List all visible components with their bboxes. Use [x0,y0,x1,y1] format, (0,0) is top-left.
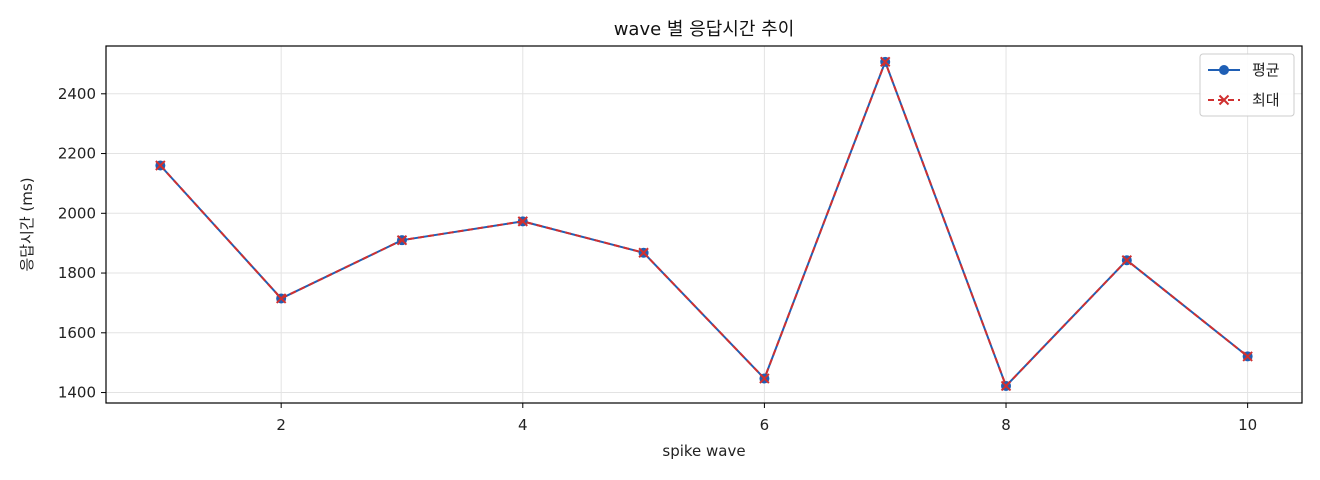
y-tick-label: 1600 [58,324,96,342]
grid [106,46,1302,403]
x-tick-label: 4 [518,416,528,434]
legend-label: 최대 [1252,91,1280,109]
legend-marker [1218,94,1230,106]
legend-entry: 최대 [1208,91,1280,109]
y-tick-label: 2000 [58,204,96,222]
data-point [638,247,649,258]
legend-label: 평균 [1252,61,1280,79]
y-axis-label: 응답시간 (ms) [18,177,36,271]
legend-marker [1219,65,1229,75]
y-tick-label: 1400 [58,384,96,402]
data-point [275,293,287,304]
data-point [155,160,166,171]
series-1 [155,56,1253,391]
axes-ticks: 2 4 6 8 10 1400 1600 1800 2000 2200 2400 [58,85,1257,434]
legend-entry: 평균 [1208,61,1280,79]
data-point [1242,351,1253,362]
data-point [880,56,891,68]
plot-frame [105,45,1303,404]
series-line [159,60,1249,387]
x-tick-label: 8 [1001,416,1011,434]
data-point [1000,380,1012,392]
series-line [159,60,1249,387]
data-point [396,234,408,246]
x-tick-label: 2 [276,416,286,434]
data-point [759,373,770,384]
data-point [517,216,528,227]
series-2 [155,56,1253,392]
x-tick-label: 10 [1238,416,1257,434]
data-point [1121,254,1133,266]
x-axis-label: spike wave [662,442,745,460]
legend-box [1199,53,1295,117]
y-tick-label: 1800 [58,264,96,282]
x-tick-label: 6 [760,416,770,434]
y-tick-label: 2200 [58,145,96,163]
y-tick-label: 2400 [58,85,96,103]
series-layer [155,56,1253,392]
chart-title: wave 별 응답시간 추이 [614,19,795,40]
